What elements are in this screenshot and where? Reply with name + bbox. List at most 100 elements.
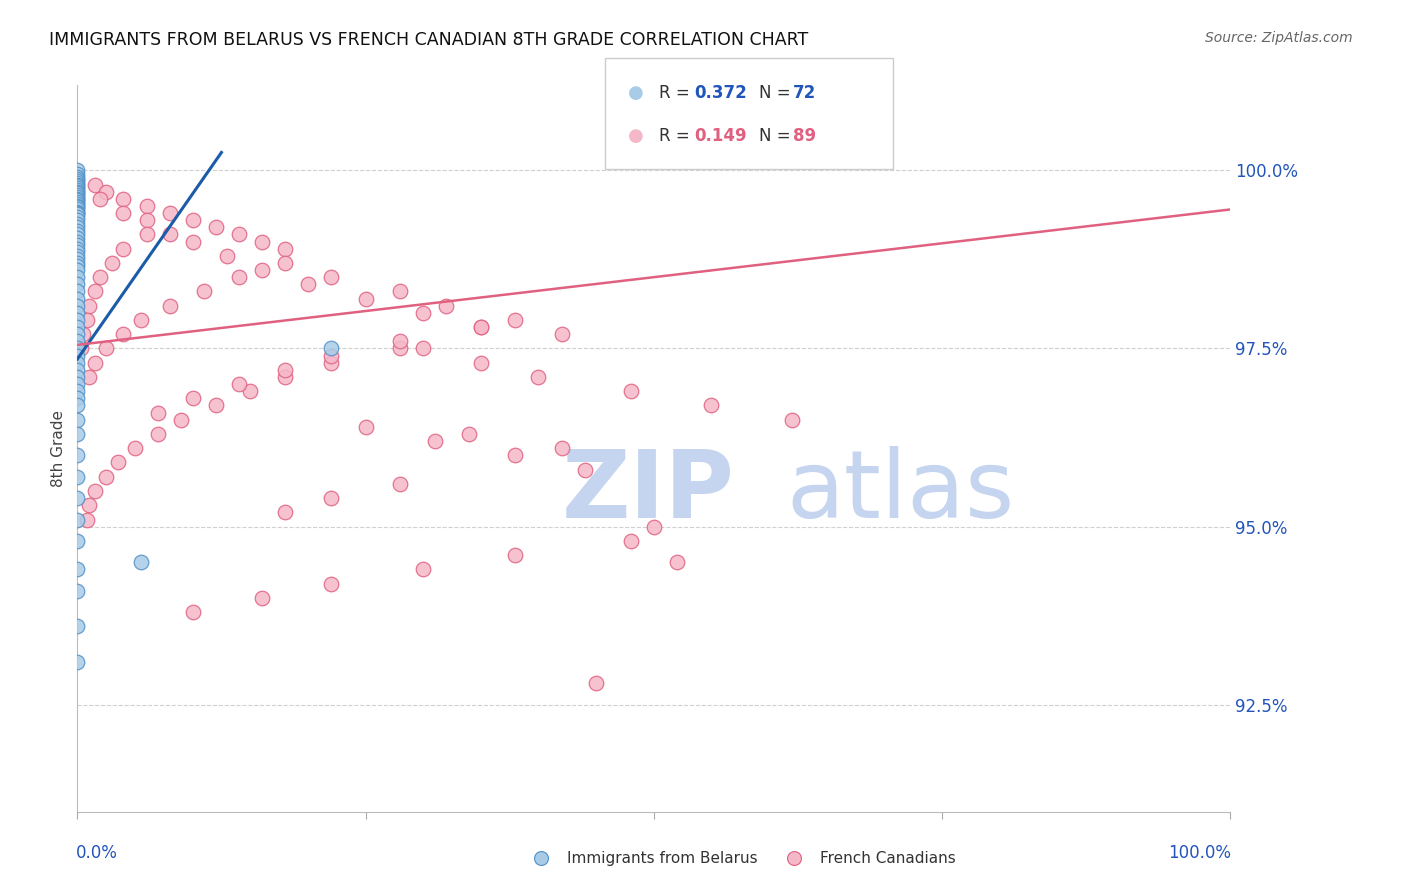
Point xyxy=(66,224,89,238)
Point xyxy=(274,242,297,256)
Text: 0.372: 0.372 xyxy=(695,84,748,103)
Point xyxy=(66,252,89,267)
Point xyxy=(129,313,152,327)
Point xyxy=(239,384,262,399)
Point xyxy=(66,188,89,202)
Point xyxy=(66,217,89,231)
Text: 100.0%: 100.0% xyxy=(1168,844,1232,862)
Point xyxy=(620,384,643,399)
Point xyxy=(181,605,204,619)
Text: 0.0%: 0.0% xyxy=(76,844,118,862)
Point xyxy=(470,320,492,334)
Point xyxy=(66,195,89,210)
Point xyxy=(135,213,157,227)
Point xyxy=(66,292,89,306)
Point xyxy=(66,167,89,181)
Point xyxy=(217,249,239,263)
Point xyxy=(83,483,105,498)
Point xyxy=(66,327,89,342)
Point xyxy=(66,210,89,224)
Point xyxy=(66,200,89,214)
Point xyxy=(181,235,204,249)
Point xyxy=(505,448,527,462)
Point xyxy=(135,199,157,213)
Point xyxy=(643,519,665,533)
Point xyxy=(66,190,89,204)
Point xyxy=(66,413,89,427)
Point xyxy=(96,185,118,199)
Point xyxy=(112,327,135,342)
Point xyxy=(66,204,89,219)
Point xyxy=(412,306,434,320)
Point xyxy=(146,427,169,442)
Point xyxy=(550,327,572,342)
Point xyxy=(319,356,342,370)
Point xyxy=(434,299,457,313)
Point xyxy=(319,576,342,591)
Point xyxy=(66,242,89,256)
Point xyxy=(181,392,204,406)
Point xyxy=(250,591,273,605)
Point xyxy=(204,220,226,235)
Point xyxy=(319,342,342,356)
Point xyxy=(66,163,89,178)
Point xyxy=(76,313,98,327)
Point xyxy=(77,299,100,313)
Point xyxy=(146,406,169,420)
Point xyxy=(585,676,607,690)
Point xyxy=(389,342,412,356)
Point xyxy=(423,434,446,449)
Point xyxy=(66,207,89,221)
Point xyxy=(66,399,89,413)
Point xyxy=(319,270,342,285)
Point xyxy=(66,285,89,299)
Point xyxy=(66,185,89,199)
Point xyxy=(66,619,89,633)
Point xyxy=(66,299,89,313)
Point xyxy=(170,413,193,427)
Point xyxy=(66,197,89,211)
Point xyxy=(228,270,250,285)
Point xyxy=(66,249,89,263)
Point xyxy=(412,342,434,356)
Point xyxy=(319,491,342,505)
Point xyxy=(66,181,89,195)
Point xyxy=(66,220,89,235)
Point xyxy=(665,555,688,569)
Point xyxy=(274,256,297,270)
Point xyxy=(505,313,527,327)
Point xyxy=(69,342,91,356)
Point xyxy=(550,442,572,456)
Point xyxy=(780,413,803,427)
Text: R =: R = xyxy=(659,84,696,103)
Point xyxy=(66,277,89,292)
Text: ZIP: ZIP xyxy=(561,446,734,538)
Point xyxy=(66,469,89,483)
Point xyxy=(76,512,98,526)
Point xyxy=(470,320,492,334)
Point xyxy=(228,227,250,242)
Point xyxy=(66,349,89,363)
Point xyxy=(250,263,273,277)
Point xyxy=(66,377,89,392)
Point xyxy=(66,192,89,206)
Point xyxy=(274,363,297,377)
Point xyxy=(129,555,152,569)
Point xyxy=(66,562,89,576)
Point xyxy=(66,176,89,190)
Point xyxy=(112,192,135,206)
Point xyxy=(77,498,100,512)
Point xyxy=(204,399,226,413)
Point xyxy=(96,342,118,356)
Point xyxy=(527,370,550,384)
Point xyxy=(250,235,273,249)
Point xyxy=(66,238,89,252)
Point xyxy=(354,292,377,306)
Point xyxy=(72,327,94,342)
Point xyxy=(66,178,89,192)
Point xyxy=(297,277,319,292)
Text: 0.149: 0.149 xyxy=(695,128,747,145)
Point xyxy=(412,562,434,576)
Point xyxy=(458,427,481,442)
Point xyxy=(66,245,89,260)
